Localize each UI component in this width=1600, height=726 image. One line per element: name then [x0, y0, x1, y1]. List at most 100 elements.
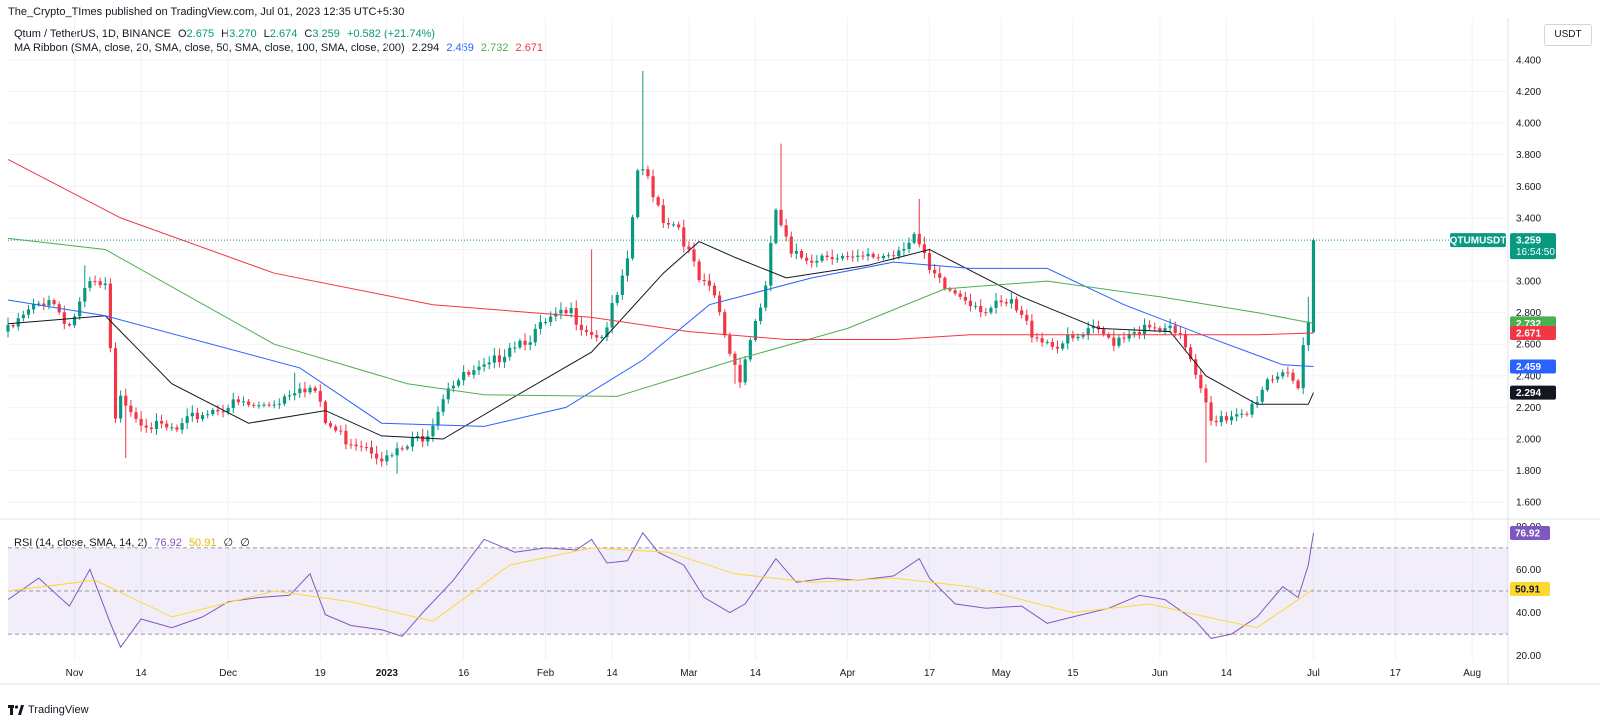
candle-body — [861, 255, 865, 257]
candle-body — [774, 209, 778, 244]
ma-line-sma-100 — [7, 237, 1314, 397]
symbol-title[interactable]: Qtum / TetherUS, 1D, BINANCE — [14, 28, 171, 40]
price-tick-label: 1.800 — [1516, 466, 1541, 477]
candle-body — [119, 395, 123, 419]
candle-body — [42, 303, 46, 306]
candle-body — [769, 243, 773, 286]
candle-body — [472, 370, 476, 375]
candle-body — [866, 253, 870, 257]
candle-body — [933, 269, 937, 274]
candle-body — [1020, 310, 1024, 315]
candle-body — [380, 458, 384, 462]
price-countdown-text: 16:54:50 — [1516, 247, 1555, 258]
candle-body — [702, 280, 706, 282]
candle-body — [1235, 414, 1239, 417]
tradingview-logo-icon — [8, 705, 24, 715]
ma20-value: 2.294 — [411, 42, 440, 54]
candle-body — [595, 334, 599, 338]
time-tick-label: Jul — [1307, 668, 1320, 679]
candle-body — [16, 318, 20, 327]
candle-body — [943, 277, 947, 289]
candle-body — [129, 405, 133, 413]
candle-body — [298, 388, 302, 394]
candle-body — [518, 340, 522, 348]
time-tick-label: 2023 — [376, 668, 399, 679]
candle-body — [175, 427, 179, 430]
candle-body — [503, 356, 507, 363]
ma-ribbon-legend: MA Ribbon (SMA, close, 20, SMA, close, 5… — [14, 42, 547, 54]
candle-body — [497, 355, 502, 363]
candle-body — [410, 437, 415, 447]
candle-body — [1311, 240, 1316, 333]
candle-body — [37, 303, 41, 305]
candle-body — [533, 328, 537, 343]
candle-body — [72, 316, 77, 326]
candle-body — [620, 275, 624, 295]
ma-ribbon-title[interactable]: MA Ribbon (SMA, close, 20, SMA, close, 5… — [14, 42, 405, 54]
ohlc-open: O2.675 — [177, 28, 215, 40]
rsi-title[interactable]: RSI (14, close, SMA, 14, 2) — [14, 537, 148, 549]
price-axis-tag-text: 2.294 — [1516, 388, 1541, 399]
candle-body — [549, 316, 553, 323]
candle-body — [277, 403, 281, 405]
candle-body — [973, 305, 978, 307]
candle-body — [907, 242, 911, 249]
rsi-line-rsi-ma — [7, 547, 1314, 629]
candle-body — [1168, 325, 1172, 329]
candle-body — [52, 300, 56, 305]
candle-body — [1224, 416, 1229, 421]
candle-body — [375, 453, 379, 459]
candle-body — [820, 255, 824, 261]
candle-body — [1014, 299, 1019, 311]
price-axis-tag-text: 2.671 — [1516, 329, 1541, 340]
rsi-value-tag — [1510, 525, 1550, 540]
price-change: +0.582 (+21.74%) — [346, 28, 436, 40]
candle-body — [666, 223, 670, 225]
candle-body — [733, 353, 737, 365]
candle-body — [451, 385, 455, 389]
candle-body — [1148, 324, 1152, 328]
candle-body — [846, 256, 850, 258]
currency-button[interactable]: USDT — [1544, 24, 1592, 46]
candle-body — [825, 255, 829, 258]
candle-body — [707, 280, 711, 286]
candle-body — [334, 426, 338, 431]
candle-body — [1030, 320, 1034, 338]
candle-body — [1286, 372, 1290, 374]
candle-body — [236, 399, 240, 403]
candle-body — [1035, 337, 1039, 339]
candle-body — [610, 302, 614, 328]
candle-body — [344, 430, 348, 445]
candle-body — [1194, 359, 1198, 375]
candle-body — [477, 366, 481, 371]
candle-body — [1245, 413, 1249, 415]
price-tick-label: 2.000 — [1516, 435, 1541, 446]
candle-body — [323, 401, 327, 424]
candle-body — [738, 364, 742, 383]
candle-body — [1291, 372, 1295, 381]
candle-body — [1107, 333, 1111, 338]
ohlc-low: L2.674 — [263, 28, 298, 40]
price-tick-label: 1.600 — [1516, 498, 1541, 509]
candle-body — [78, 301, 82, 317]
ma-line-sma-200 — [7, 158, 1314, 340]
candle-body — [718, 295, 722, 313]
rsi-ma-value: 50.91 — [188, 537, 217, 549]
candle-body — [651, 176, 655, 198]
candle-body — [779, 209, 783, 226]
candle-body — [528, 342, 532, 345]
candle-body — [195, 412, 200, 420]
rsi-extra-2: ∅ — [240, 537, 250, 549]
candle-body — [927, 253, 932, 270]
time-tick-label: Feb — [537, 668, 555, 679]
candle-body — [810, 260, 814, 263]
candle-body — [661, 205, 665, 224]
candle-body — [564, 309, 568, 314]
last-price-symbol-tag — [1450, 233, 1506, 248]
time-tick-label: 15 — [1067, 668, 1079, 679]
candle-body — [994, 300, 998, 308]
rsi-value: 76.92 — [154, 537, 182, 549]
candle-body — [753, 321, 758, 341]
price-axis-tag — [1510, 233, 1556, 260]
